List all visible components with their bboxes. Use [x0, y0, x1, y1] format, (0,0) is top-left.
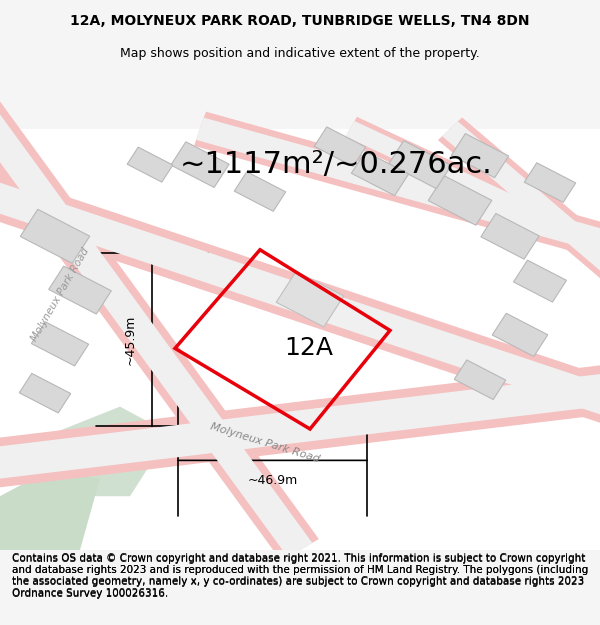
- Polygon shape: [234, 172, 286, 211]
- Polygon shape: [524, 162, 576, 202]
- Polygon shape: [314, 127, 366, 166]
- Polygon shape: [20, 209, 90, 263]
- Polygon shape: [0, 171, 600, 436]
- Polygon shape: [451, 134, 509, 178]
- Polygon shape: [514, 260, 566, 302]
- Polygon shape: [30, 407, 170, 496]
- Polygon shape: [0, 129, 600, 550]
- Text: Contains OS data © Crown copyright and database right 2021. This information is : Contains OS data © Crown copyright and d…: [12, 554, 588, 599]
- Polygon shape: [0, 104, 312, 557]
- Polygon shape: [343, 117, 600, 258]
- Polygon shape: [0, 469, 100, 550]
- Polygon shape: [171, 142, 229, 188]
- Polygon shape: [0, 360, 600, 489]
- Text: Molyneux Park Road: Molyneux Park Road: [29, 246, 91, 343]
- Polygon shape: [481, 214, 539, 259]
- Text: ~1117m²/~0.276ac.: ~1117m²/~0.276ac.: [180, 150, 493, 179]
- Text: ~45.9m: ~45.9m: [124, 314, 137, 364]
- Polygon shape: [0, 100, 319, 561]
- Polygon shape: [127, 147, 173, 182]
- Text: 12A: 12A: [284, 336, 333, 361]
- Polygon shape: [428, 176, 492, 225]
- Polygon shape: [196, 118, 600, 266]
- Polygon shape: [438, 118, 600, 311]
- Polygon shape: [454, 360, 506, 399]
- Polygon shape: [31, 322, 89, 366]
- Text: Contains OS data © Crown copyright and database right 2021. This information is : Contains OS data © Crown copyright and d…: [12, 553, 588, 598]
- Polygon shape: [352, 151, 409, 196]
- Text: 12A, MOLYNEUX PARK ROAD, TUNBRIDGE WELLS, TN4 8DN: 12A, MOLYNEUX PARK ROAD, TUNBRIDGE WELLS…: [70, 14, 530, 28]
- Text: Map shows position and indicative extent of the property.: Map shows position and indicative extent…: [120, 48, 480, 61]
- Polygon shape: [194, 112, 600, 271]
- Polygon shape: [276, 271, 344, 327]
- Polygon shape: [0, 368, 600, 481]
- Polygon shape: [49, 266, 112, 314]
- Polygon shape: [442, 121, 600, 306]
- Text: Molyneux Park Road: Molyneux Park Road: [209, 421, 321, 464]
- Polygon shape: [19, 373, 71, 413]
- Polygon shape: [492, 313, 548, 356]
- Text: ~46.9m: ~46.9m: [247, 474, 298, 487]
- Polygon shape: [0, 178, 600, 429]
- Polygon shape: [389, 141, 451, 189]
- Polygon shape: [346, 121, 600, 253]
